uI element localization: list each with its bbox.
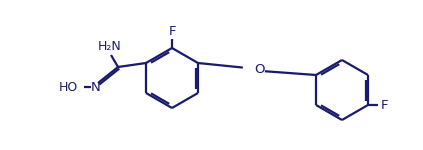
Text: O: O <box>254 63 265 76</box>
Text: F: F <box>381 99 388 111</box>
Text: HO: HO <box>59 81 78 93</box>
Text: H₂N: H₂N <box>98 40 122 53</box>
Text: F: F <box>168 25 176 38</box>
Text: N: N <box>91 81 101 93</box>
